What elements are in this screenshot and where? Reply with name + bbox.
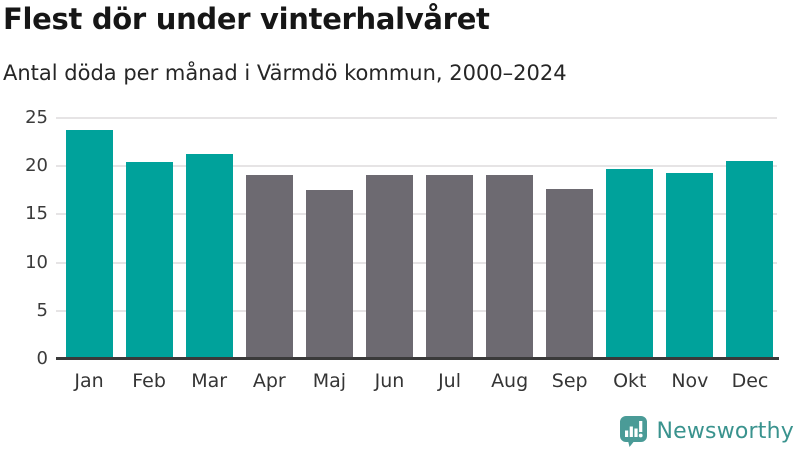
gridline-y-20 (56, 165, 777, 168)
x-tick-label-sep: Sep (551, 370, 588, 392)
bar-mar (185, 153, 233, 358)
bar-sep (546, 189, 594, 358)
bar-maj (305, 190, 353, 358)
bar-chart-speech-bubble-icon (620, 416, 648, 447)
y-tick-label-15: 15 (25, 203, 48, 225)
x-tick-label-jun: Jun (374, 370, 405, 392)
x-tick-label-jul: Jul (438, 370, 461, 392)
gridline-y-25 (56, 117, 777, 119)
bar-aug (486, 174, 534, 358)
x-tick-label-jan: Jan (74, 370, 104, 392)
x-tick-label-aug: Aug (491, 370, 529, 392)
y-tick-label-25: 25 (25, 107, 48, 128)
x-tick-label-dec: Dec (731, 370, 769, 392)
x-axis-line (56, 357, 779, 360)
x-tick-label-okt: Okt (613, 370, 647, 392)
y-tick-label-0: 0 (36, 348, 48, 369)
newsworthy-brand-text: Newsworthy (656, 418, 794, 444)
newsworthy-logo: Newsworthy (619, 415, 794, 447)
gridline-y-15 (56, 213, 777, 216)
y-tick-label-20: 20 (25, 155, 48, 177)
bar-jan (65, 129, 113, 358)
page-subtitle: Antal döda per månad i Värmdö kommun, 20… (3, 61, 567, 85)
x-tick-label-apr: Apr (252, 370, 286, 392)
x-tick-label-maj: Maj (312, 370, 347, 392)
x-tick-label-nov: Nov (671, 370, 709, 392)
page-title: Flest dör under vinterhalvåret (3, 2, 490, 36)
gridline-y-5 (56, 309, 777, 312)
bar-dec (726, 161, 774, 358)
y-tick-label-5: 5 (36, 299, 48, 321)
x-tick-label-mar: Mar (191, 370, 228, 392)
bar-nov (666, 172, 714, 358)
bar-jun (365, 174, 413, 358)
bar-jul (426, 174, 474, 358)
y-tick-label-10: 10 (25, 251, 48, 273)
bar-okt (606, 169, 654, 358)
x-tick-label-feb: Feb (132, 370, 166, 392)
bar-feb (125, 162, 173, 358)
bar-apr (245, 174, 293, 358)
gridline-y-10 (56, 261, 777, 264)
